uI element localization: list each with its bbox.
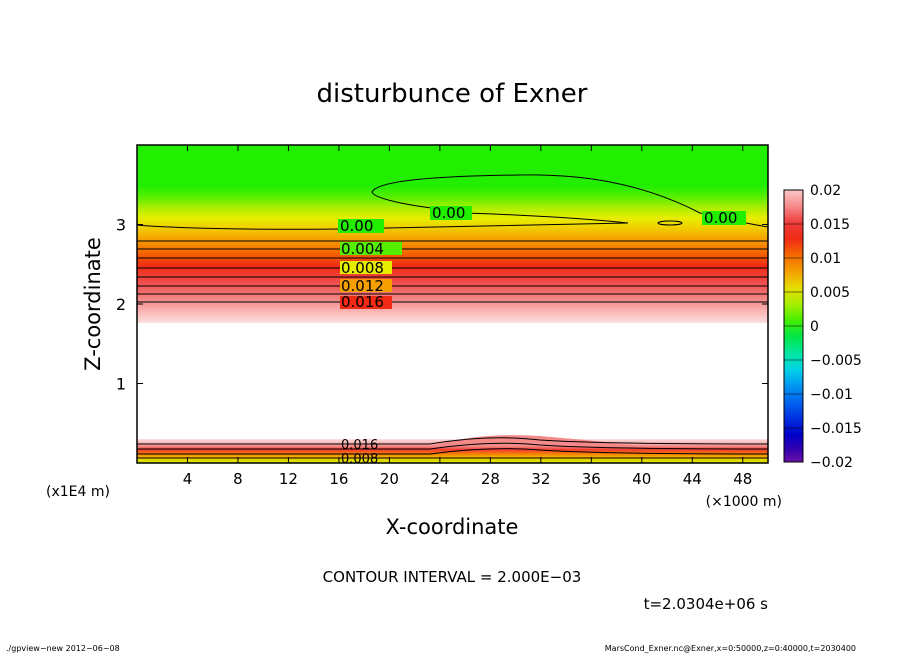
contour-label: 0.00 (340, 217, 373, 235)
contour-lower-2 (137, 442, 768, 450)
x-tick-label: 44 (683, 470, 702, 488)
contour-label: 0.004 (341, 240, 384, 258)
x-tick-label: 28 (481, 470, 500, 488)
x-tick-label: 36 (582, 470, 601, 488)
x-tick-label: 48 (733, 470, 752, 488)
x-axis-label: X-coordinate (386, 515, 519, 539)
chart-title: disturbunce of Exner (317, 79, 588, 109)
contour-label: 0.008 (341, 259, 384, 277)
x-tick-label: 12 (279, 470, 298, 488)
footer-left: ./gpview−new 2012−06−08 (6, 644, 120, 653)
colorbar-tick-label: 0.01 (810, 251, 841, 267)
colorbar-tick-label: 0 (810, 319, 819, 335)
upper-field-fill (137, 145, 768, 323)
contour-lines (137, 174, 768, 459)
colorbar-ticks: 0.02 0.015 0.01 0.005 0 −0.005 −0.01 −0.015 −0.0… (784, 183, 862, 471)
contour-label: 0.008 (341, 452, 378, 467)
colorbar-tick-label: −0.01 (810, 387, 853, 403)
contour-labels: 0.00 0.00 0.00 0.004 0.008 0.012 0.016 0… (338, 204, 746, 467)
contour-label: 0.00 (432, 204, 465, 222)
footer-right: MarsCond_Exner.nc@Exner,x=0:50000,z=0:40… (605, 644, 856, 653)
colorbar-tick-label: −0.02 (810, 455, 853, 471)
y-scale-note: (x1E4 m) (46, 484, 110, 500)
colorbar-tick-label: 0.02 (810, 183, 841, 199)
contour-small-loop (657, 220, 683, 226)
x-tick-label: 4 (183, 470, 193, 488)
colorbar-tick-label: 0.005 (810, 285, 850, 301)
x-axis: 4 8 12 16 20 24 28 32 36 40 44 48 (183, 145, 752, 488)
x-scale-note: (×1000 m) (706, 494, 782, 510)
x-tick-label: 8 (233, 470, 243, 488)
y-axis-label: Z-coordinate (81, 237, 105, 371)
contour-label: 0.016 (341, 293, 384, 311)
y-axis: 1 2 3 (116, 216, 768, 394)
contour-lower-1 (137, 437, 768, 445)
y-tick-label: 2 (116, 295, 126, 314)
contour-label: 0.00 (704, 209, 737, 227)
colorbar-tick-label: −0.005 (810, 353, 862, 369)
contour-label: 0.016 (341, 438, 378, 453)
y-tick-label: 1 (116, 375, 126, 394)
contour-label: 0.012 (341, 277, 384, 295)
colorbar-tick-label: 0.015 (810, 217, 850, 233)
y-tick-label: 3 (116, 216, 126, 235)
x-tick-label: 40 (632, 470, 651, 488)
x-tick-label: 16 (329, 470, 348, 488)
colorbar: 0.02 0.015 0.01 0.005 0 −0.005 −0.01 −0.015 −0.0… (783, 183, 862, 471)
time-note: t=2.0304e+06 s (644, 595, 769, 613)
x-tick-label: 32 (531, 470, 550, 488)
contour-lower-3 (137, 448, 768, 455)
contour-interval-note: CONTOUR INTERVAL = 2.000E−03 (323, 568, 582, 586)
colorbar-tick-label: −0.015 (810, 421, 862, 437)
x-tick-label: 24 (430, 470, 449, 488)
plot-area: 0.00 0.00 0.00 0.004 0.008 0.012 0.016 0… (137, 145, 768, 467)
x-tick-label: 20 (380, 470, 399, 488)
